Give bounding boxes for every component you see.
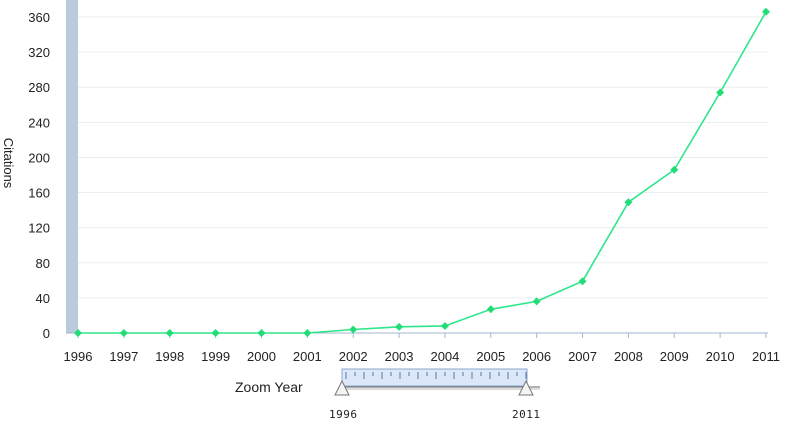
y-axis-band — [66, 0, 78, 333]
x-tick-label: 1998 — [155, 349, 184, 364]
x-tick-label: 2003 — [385, 349, 414, 364]
zoom-range-ticks — [345, 372, 527, 379]
data-point[interactable] — [349, 325, 358, 334]
x-tick-label: 2004 — [430, 349, 459, 364]
data-point[interactable] — [624, 198, 633, 207]
data-point[interactable] — [532, 297, 541, 306]
y-tick-label: 360 — [28, 10, 50, 25]
y-tick-labels: 0 40 80 120 160 200 240 280 320 360 — [28, 10, 50, 341]
data-point[interactable] — [211, 329, 220, 337]
x-tick-label: 1997 — [109, 349, 138, 364]
series-line — [78, 11, 767, 334]
data-point[interactable] — [762, 7, 770, 16]
x-tick-label: 1996 — [64, 349, 93, 364]
zoom-start-handle[interactable] — [334, 379, 350, 396]
data-point[interactable] — [165, 329, 174, 337]
x-tick-label: 2000 — [247, 349, 276, 364]
grid-lines — [66, 16, 768, 299]
zoom-start-value: 1996 — [329, 408, 358, 421]
y-tick-label: 280 — [28, 80, 50, 95]
x-tick-label: 2008 — [614, 349, 643, 364]
y-tick-label: 0 — [43, 326, 50, 341]
x-tick-labels: 1996 1997 1998 1999 2000 2001 2002 2003 2004 2005… — [64, 333, 780, 364]
data-point[interactable] — [303, 329, 312, 337]
zoom-year-label: Zoom Year — [235, 379, 303, 395]
data-point[interactable] — [74, 329, 82, 337]
y-tick-label: 320 — [28, 45, 50, 60]
series-citations — [74, 7, 770, 337]
zoom-range-selection[interactable] — [341, 368, 528, 387]
y-tick-label: 240 — [28, 115, 50, 130]
data-point[interactable] — [716, 88, 725, 97]
x-tick-label: 2002 — [339, 349, 368, 364]
x-tick-label: 2006 — [522, 349, 551, 364]
zoom-end-value: 2011 — [512, 408, 541, 421]
y-tick-label: 40 — [36, 291, 50, 306]
x-tick-label: 2010 — [706, 349, 735, 364]
y-tick-label: 200 — [28, 150, 50, 165]
data-point[interactable] — [486, 305, 495, 314]
zoom-slider[interactable] — [334, 368, 540, 396]
y-tick-label: 120 — [28, 221, 50, 236]
data-point[interactable] — [395, 322, 404, 331]
data-point[interactable] — [257, 329, 266, 337]
x-tick-label: 2009 — [660, 349, 689, 364]
y-tick-label: 160 — [28, 186, 50, 201]
x-tick-label: 2007 — [568, 349, 597, 364]
x-tick-label: 2001 — [293, 349, 322, 364]
y-tick-label: 80 — [36, 256, 50, 271]
data-point[interactable] — [119, 329, 128, 337]
x-tick-label: 2011 — [752, 349, 780, 364]
data-point[interactable] — [440, 321, 449, 330]
x-tick-label: 1999 — [201, 349, 230, 364]
x-tick-label: 2005 — [476, 349, 505, 364]
data-point[interactable] — [578, 277, 587, 286]
zoom-end-handle[interactable] — [518, 379, 534, 396]
data-point[interactable] — [670, 165, 679, 174]
y-axis-title: Citations — [1, 138, 16, 189]
